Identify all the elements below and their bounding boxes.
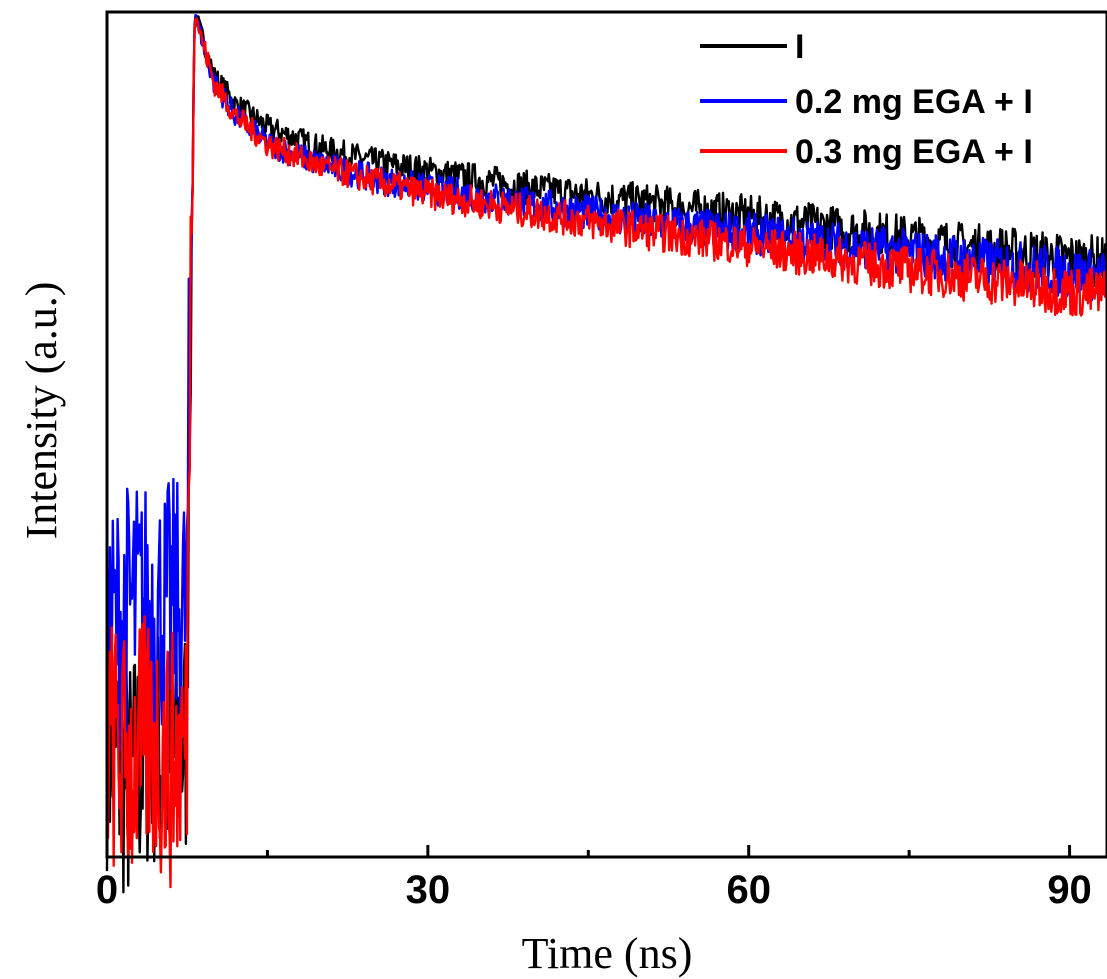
legend-label-2: 0.3 mg EGA + I <box>795 133 1033 171</box>
plot-frame <box>105 10 1107 859</box>
axes: 0 30 60 90 <box>96 10 1107 912</box>
legend-label-1: 0.2 mg EGA + I <box>795 83 1033 121</box>
legend-label-0: I <box>795 28 804 66</box>
y-axis-title: Intensity (a.u.) <box>17 282 66 540</box>
x-tick-label: 90 <box>1047 868 1092 912</box>
x-axis-title: Time (ns) <box>522 929 693 978</box>
x-tick-label: 60 <box>726 868 771 912</box>
x-tick-label: 30 <box>406 868 451 912</box>
legend: I 0.2 mg EGA + I 0.3 mg EGA + I <box>700 28 1033 171</box>
series-line-1 <box>105 13 1107 754</box>
series-line-2 <box>105 17 1107 889</box>
x-tick-label: 0 <box>96 868 118 912</box>
series-layer <box>105 13 1107 894</box>
